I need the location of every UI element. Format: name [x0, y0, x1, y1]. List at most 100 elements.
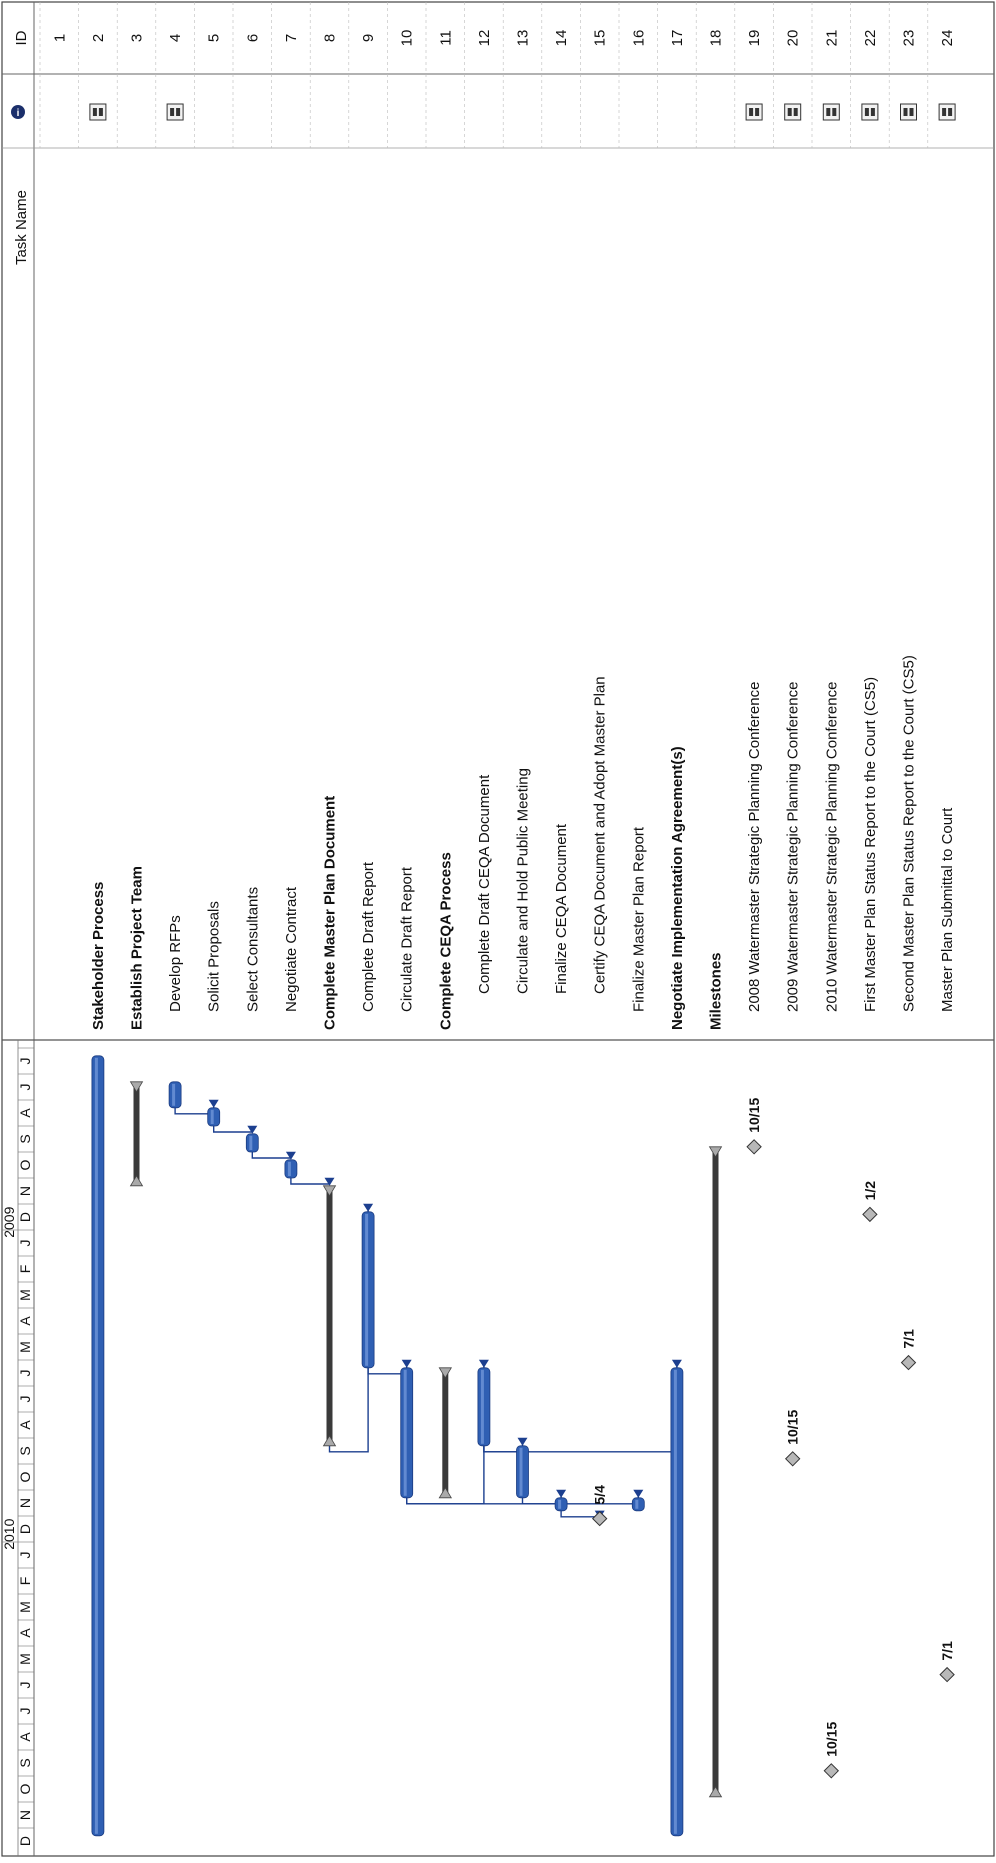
month-label: M	[17, 1341, 33, 1353]
task-name: Second Master Plan Status Report to the …	[901, 655, 918, 1012]
month-label: F	[17, 1577, 33, 1586]
milestone-diamond	[900, 1354, 917, 1371]
task-id: 18	[708, 30, 725, 47]
calendar-icon-mark	[864, 108, 869, 116]
dependency-link	[251, 1152, 292, 1159]
month-label: D	[17, 1212, 33, 1222]
dependency-link	[290, 1178, 331, 1185]
task-id: 20	[785, 30, 802, 47]
task-id: 21	[823, 30, 840, 47]
month-label: F	[17, 1265, 33, 1274]
month-label: J	[17, 1084, 33, 1091]
month-label: A	[17, 1316, 33, 1326]
task-name: Negotiate Contract	[283, 886, 300, 1012]
info-icon: i	[11, 105, 25, 119]
month-label: A	[17, 1628, 33, 1638]
calendar-icon-mark	[948, 108, 953, 116]
task-bar-highlight	[635, 1499, 639, 1509]
month-label: M	[17, 1601, 33, 1613]
summary-cap	[129, 1081, 144, 1093]
task-bar-highlight	[519, 1447, 523, 1496]
dependency-arrow	[401, 1359, 412, 1368]
month-label: A	[17, 1108, 33, 1118]
month-label: J	[17, 1058, 33, 1065]
dependency-arrow	[285, 1151, 296, 1160]
milestone-label: 7/1	[901, 1329, 917, 1349]
task-name: Master Plan Submittal to Court	[939, 807, 956, 1012]
task-bar-highlight	[210, 1109, 214, 1124]
task-name: Circulate Draft Report	[399, 866, 416, 1012]
summary-bar	[326, 1185, 333, 1446]
task-id: 15	[592, 30, 609, 47]
calendar-icon	[166, 103, 184, 121]
gantt-marks: 5/4 10/15 10/15 10/15 1/2 7/1 7/1	[91, 1055, 955, 1837]
task-bar-highlight	[673, 1369, 677, 1834]
month-label: A	[17, 1732, 33, 1742]
task-name: 2010 Watermaster Strategic Planning Conf…	[823, 682, 840, 1012]
task-name: Stakeholder Process	[90, 882, 107, 1030]
calendar-icon-mark	[755, 108, 760, 116]
task-name: Complete Draft CEQA Document	[476, 774, 493, 994]
calendar-icon	[900, 103, 917, 121]
task-id: 9	[360, 34, 377, 42]
task-bar-highlight	[249, 1135, 253, 1150]
calendar-icon-mark	[170, 108, 175, 116]
calendar-icon-mark	[826, 108, 831, 116]
dependency-links	[174, 1099, 682, 1519]
task-name-header: Task Name	[13, 190, 30, 265]
calendar-icon-frame	[861, 103, 879, 121]
task-id: 22	[862, 30, 879, 47]
month-label: J	[17, 1240, 33, 1247]
calendar-icon	[938, 103, 956, 121]
task-bar-highlight	[94, 1057, 98, 1834]
task-id: 11	[437, 30, 454, 46]
task-bar-highlight	[287, 1161, 291, 1176]
task-id: 4	[167, 34, 184, 42]
month-label: N	[17, 1186, 33, 1196]
calendar-icon-mark	[942, 108, 947, 116]
task-bar-highlight	[365, 1213, 369, 1366]
dependency-link	[483, 1361, 678, 1453]
month-label: M	[17, 1289, 33, 1301]
task-name: Establish Project Team	[129, 866, 146, 1030]
summary-bar	[712, 1146, 719, 1797]
summary-bar	[133, 1081, 140, 1186]
summary-cap	[129, 1175, 144, 1187]
task-bar-highlight	[172, 1083, 176, 1106]
milestone-label: 7/1	[939, 1641, 955, 1661]
calendar-icon	[784, 103, 802, 121]
milestone-label: 10/15	[746, 1098, 762, 1133]
calendar-icon-mark	[870, 108, 875, 116]
task-name: Complete CEQA Process	[437, 852, 454, 1030]
task-id: 6	[244, 34, 261, 42]
month-label: O	[17, 1471, 33, 1482]
calendar-icon	[745, 103, 763, 121]
milestone-diamond	[746, 1139, 762, 1155]
milestone-label: 5/4	[592, 1485, 608, 1505]
task-name: Solicit Proposals	[206, 901, 223, 1012]
task-bar-highlight	[403, 1369, 407, 1496]
task-name: Milestones	[708, 952, 725, 1030]
month-label: J	[17, 1552, 33, 1559]
dependency-arrow	[478, 1359, 489, 1368]
task-id: 7	[283, 34, 300, 42]
summary-cap	[322, 1185, 337, 1197]
calendar-icon-mark	[793, 108, 798, 116]
summary-cap	[438, 1367, 453, 1379]
month-label: A	[17, 1420, 33, 1430]
month-label: O	[17, 1159, 33, 1170]
calendar-icon-mark	[92, 108, 97, 116]
task-name: Finalize Master Plan Report	[630, 826, 647, 1012]
task-name: Select Consultants	[244, 887, 261, 1012]
calendar-icon-frame	[745, 103, 763, 121]
task-id: 19	[746, 30, 763, 47]
milestone-label: 1/2	[862, 1181, 878, 1201]
calendar-icon-frame	[784, 103, 802, 121]
calendar-icon-frame	[89, 103, 107, 121]
year-label: 2010	[1, 1518, 17, 1549]
month-label: S	[17, 1758, 33, 1767]
task-id: 8	[322, 34, 339, 42]
calendar-icon-mark	[787, 108, 792, 116]
